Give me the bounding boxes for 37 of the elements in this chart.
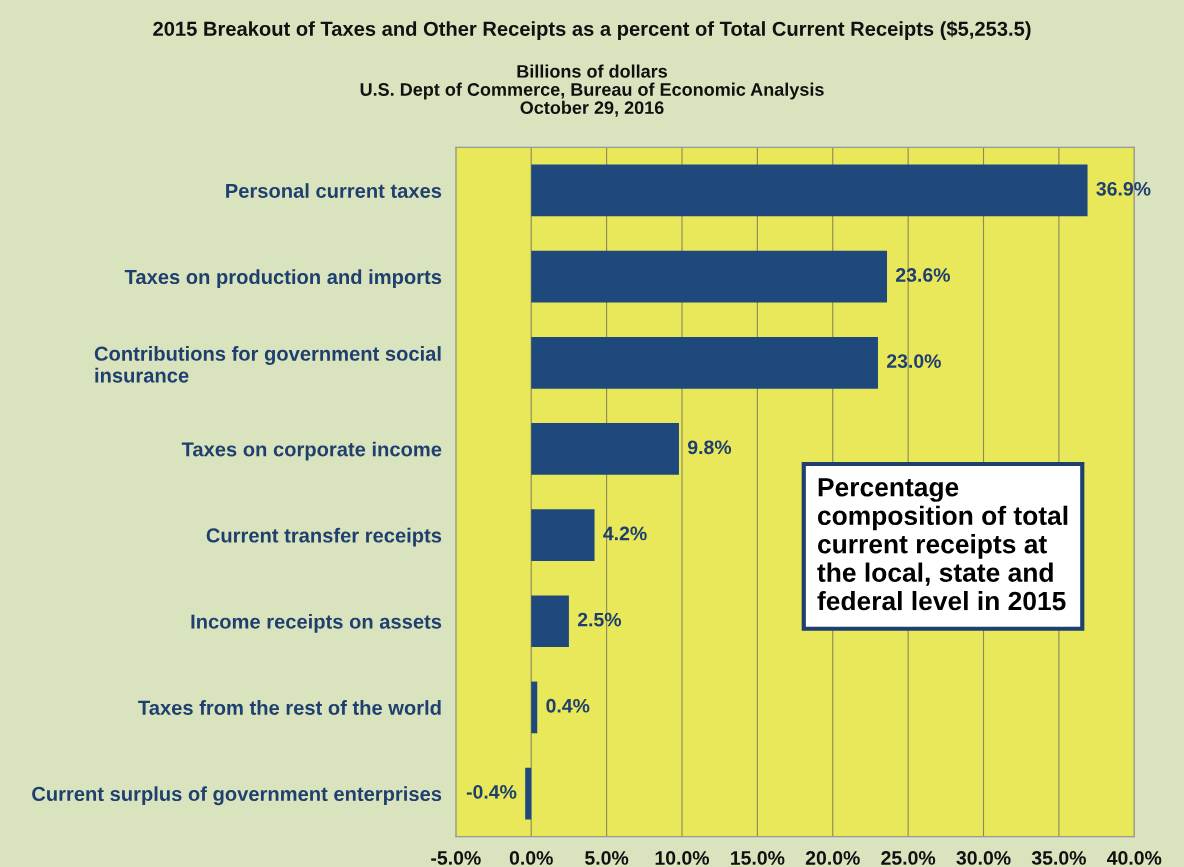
x-tick-label: 30.0% — [956, 851, 1011, 865]
x-tick-label: 40.0% — [1107, 851, 1162, 865]
annotation: Percentage composition of total current receipts at the local, state and federal level in 2015 — [817, 478, 1068, 611]
data-label: 23.0% — [886, 354, 941, 369]
bar — [531, 164, 1088, 217]
bar — [531, 681, 538, 734]
bar — [531, 336, 878, 389]
chart-title: 2015 Breakout of Taxes and Other Receipts as a percent of Total Current Receipts ($5,253.5) — [153, 20, 1031, 40]
x-tick-label: 35.0% — [1031, 851, 1086, 865]
x-tick-label: 25.0% — [881, 851, 936, 865]
data-label: 4.2% — [603, 526, 647, 541]
y-tick-label: Personal current taxes — [226, 183, 442, 198]
y-tick-label: Taxes on corporate income — [181, 441, 442, 461]
x-tick-label: 10.0% — [655, 851, 710, 865]
x-tick-label: 15.0% — [731, 851, 785, 865]
data-label: 23.6% — [896, 268, 950, 282]
chart-subtitle: Billions of dollars U.S. Dept of Commerce, Bureau of Economic Analysis October 29, 2016 — [360, 64, 824, 117]
y-tick-label: Current surplus of government enterprises — [32, 786, 442, 806]
y-tick-label: Contributions for government social insurance — [94, 346, 441, 383]
data-label: 0.4% — [546, 698, 590, 713]
bar — [531, 509, 595, 561]
data-label: 36.9% — [1096, 181, 1151, 196]
bar — [531, 423, 679, 475]
x-tick-label: 0.0% — [509, 851, 553, 865]
bar — [531, 595, 569, 648]
x-tick-label: 20.0% — [805, 851, 860, 865]
bar — [525, 767, 532, 820]
data-label: -0.4% — [466, 785, 517, 799]
data-label: 9.8% — [687, 440, 732, 455]
y-tick-label: Taxes on production and imports — [124, 269, 442, 289]
data-label: 2.5% — [577, 612, 622, 627]
bar — [531, 250, 888, 303]
x-tick-label: 5.0% — [585, 851, 629, 865]
x-tick-label: -5.0% — [431, 851, 481, 865]
y-tick-label: Income receipts on assets — [191, 613, 442, 633]
y-tick-label: Taxes from the rest of the world — [138, 700, 441, 715]
y-tick-label: Current transfer receipts — [206, 527, 442, 547]
